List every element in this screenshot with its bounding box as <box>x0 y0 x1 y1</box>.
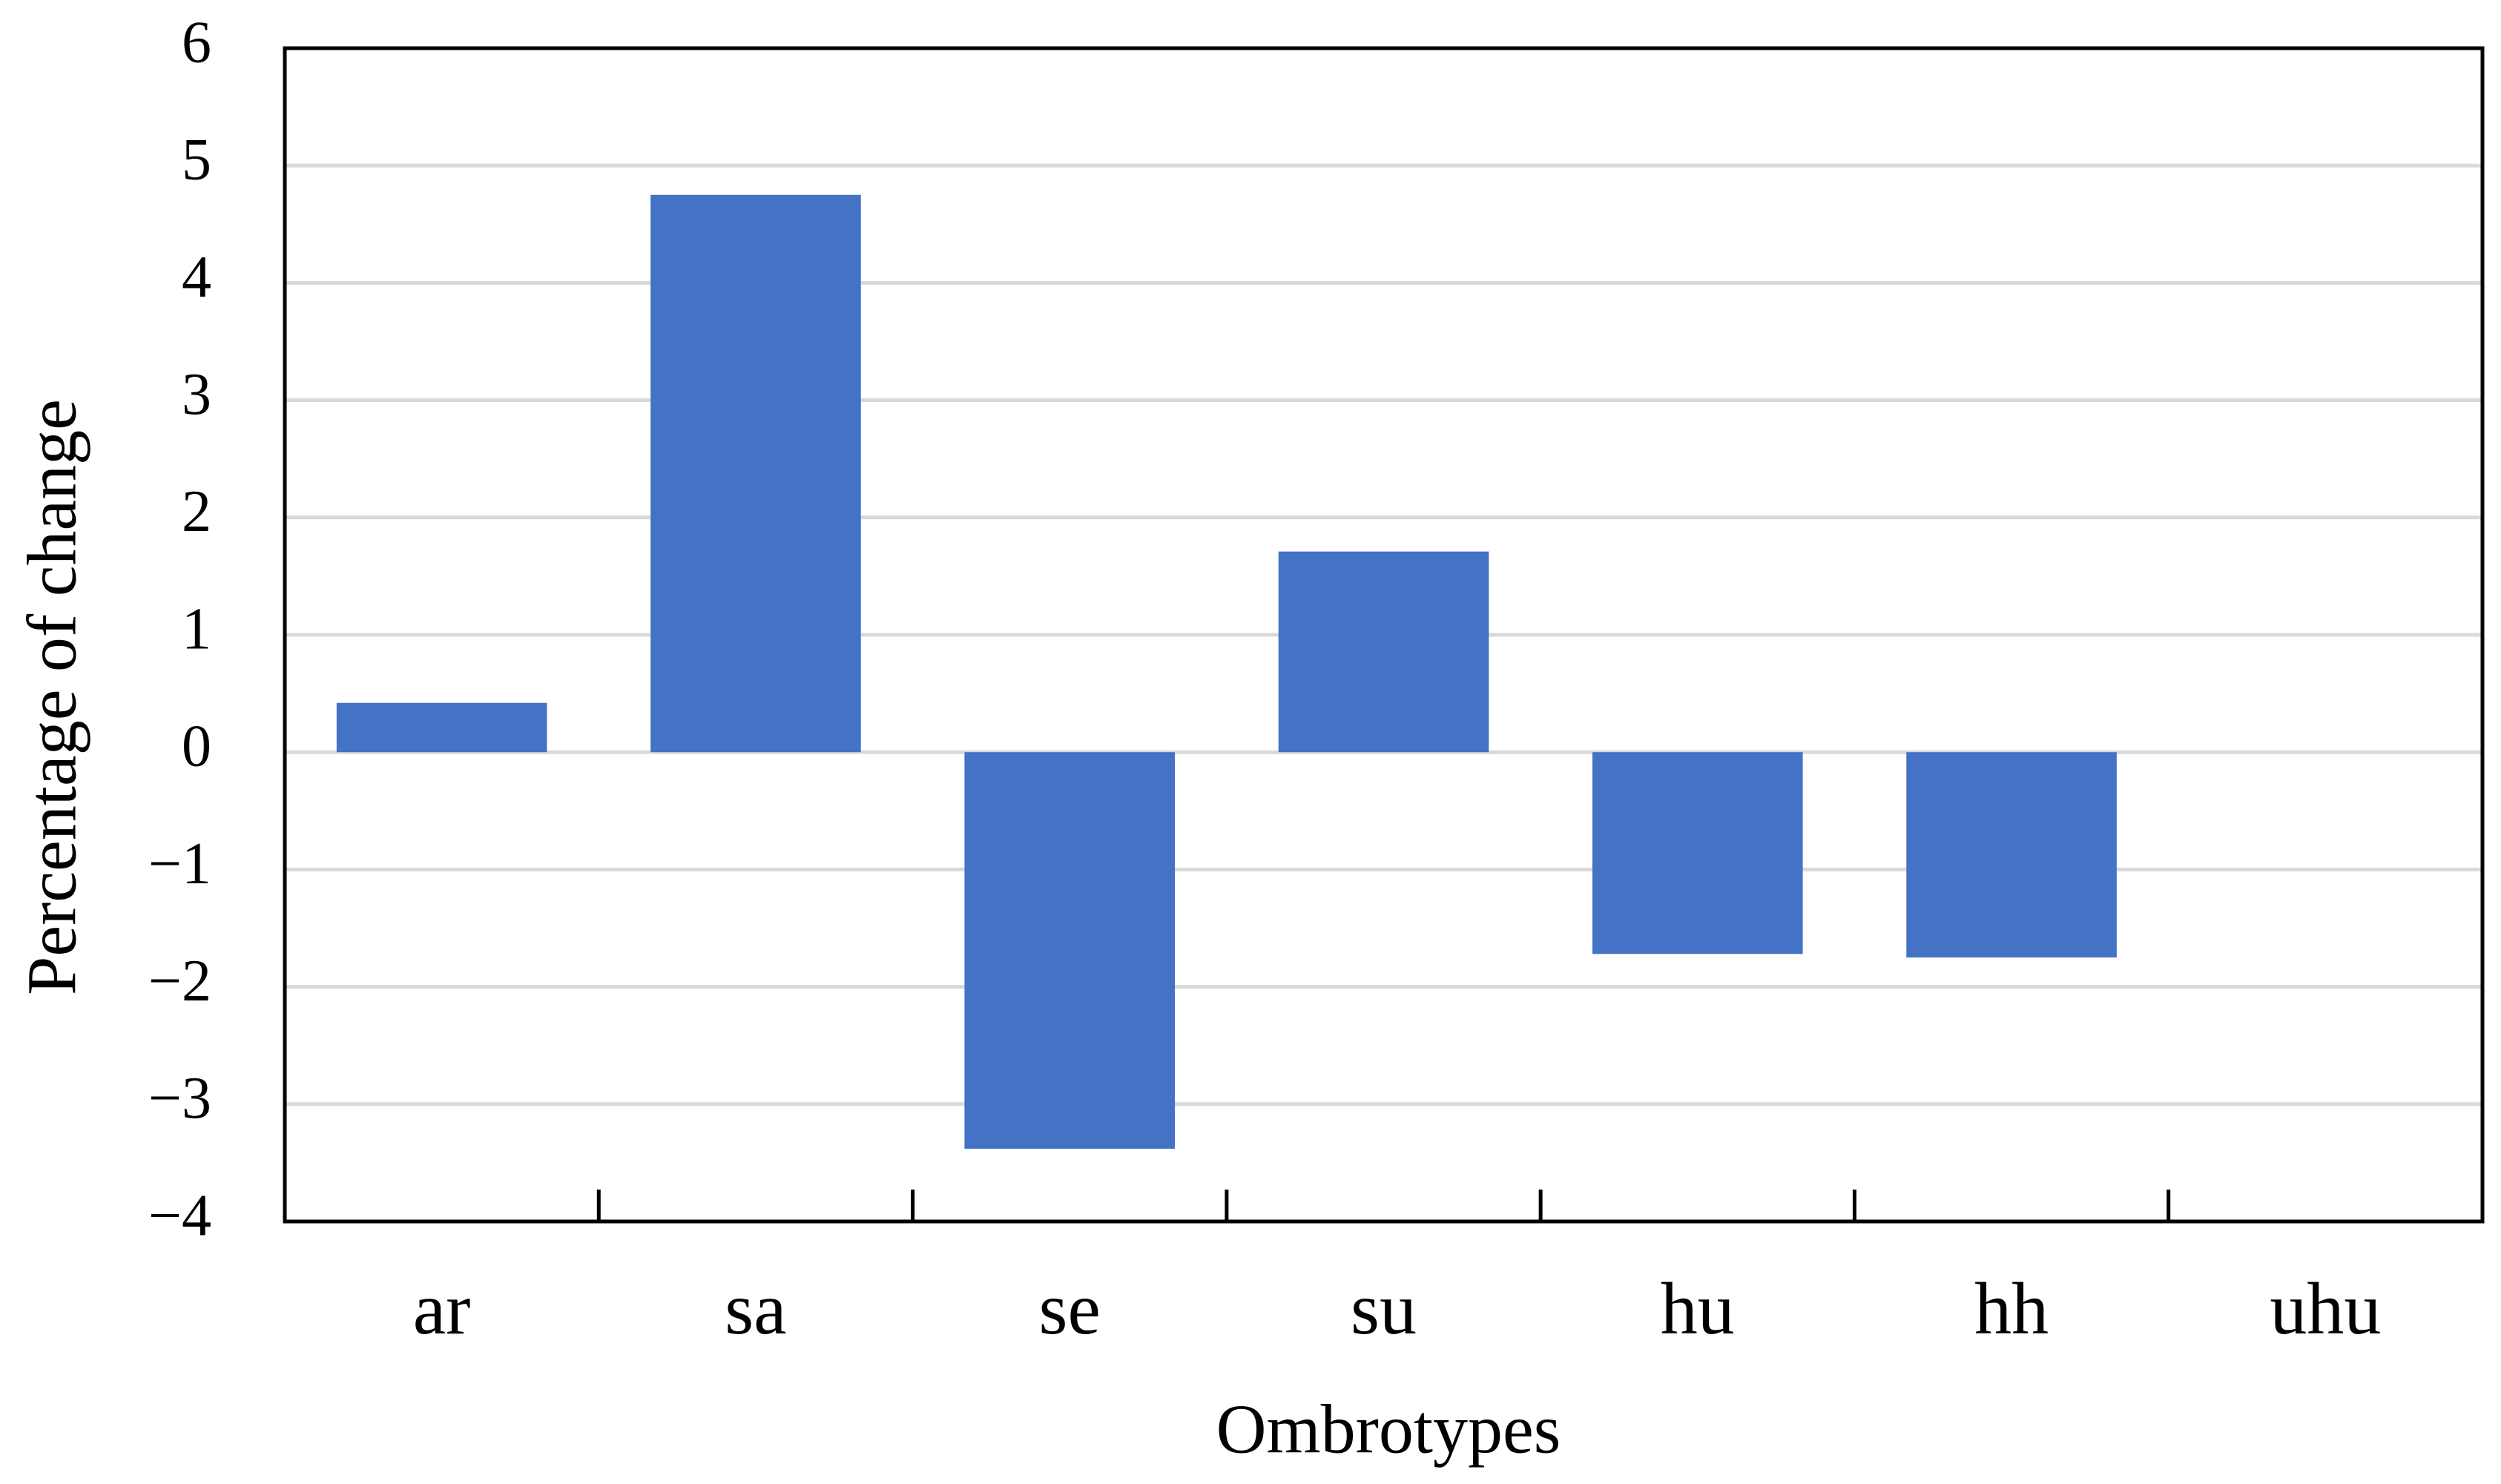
x-tick-label: sa <box>725 1267 786 1350</box>
x-tick-label: se <box>1039 1267 1101 1350</box>
x-tick-label: hh <box>1974 1267 2049 1350</box>
x-tick-label: ar <box>413 1267 471 1350</box>
plot-frame <box>283 46 2485 1224</box>
y-tick-label: 1 <box>182 596 211 662</box>
bar <box>1592 752 1803 954</box>
y-axis-title: Percentage of change <box>14 399 91 995</box>
y-tick-label: 2 <box>182 479 211 544</box>
bar <box>650 194 861 753</box>
y-tick-label: 5 <box>182 128 211 193</box>
x-tick-label: su <box>1351 1267 1417 1350</box>
y-tick-label: 4 <box>182 245 211 310</box>
x-tick-label: hu <box>1661 1267 1735 1350</box>
y-tick-label: 3 <box>182 362 211 427</box>
bar <box>964 752 1176 1149</box>
y-tick-label: −2 <box>148 949 211 1014</box>
y-tick-label: −4 <box>148 1183 211 1248</box>
y-tick-label: −1 <box>148 831 211 897</box>
y-tick-label: −3 <box>148 1066 211 1131</box>
bar <box>1906 752 2117 958</box>
bar <box>1278 551 1489 753</box>
y-tick-label: 0 <box>182 714 211 779</box>
x-axis-title: Ombrotypes <box>1216 1391 1561 1468</box>
y-tick-label: 6 <box>182 10 211 75</box>
bar <box>336 702 547 753</box>
x-tick-label: uhu <box>2270 1267 2381 1350</box>
